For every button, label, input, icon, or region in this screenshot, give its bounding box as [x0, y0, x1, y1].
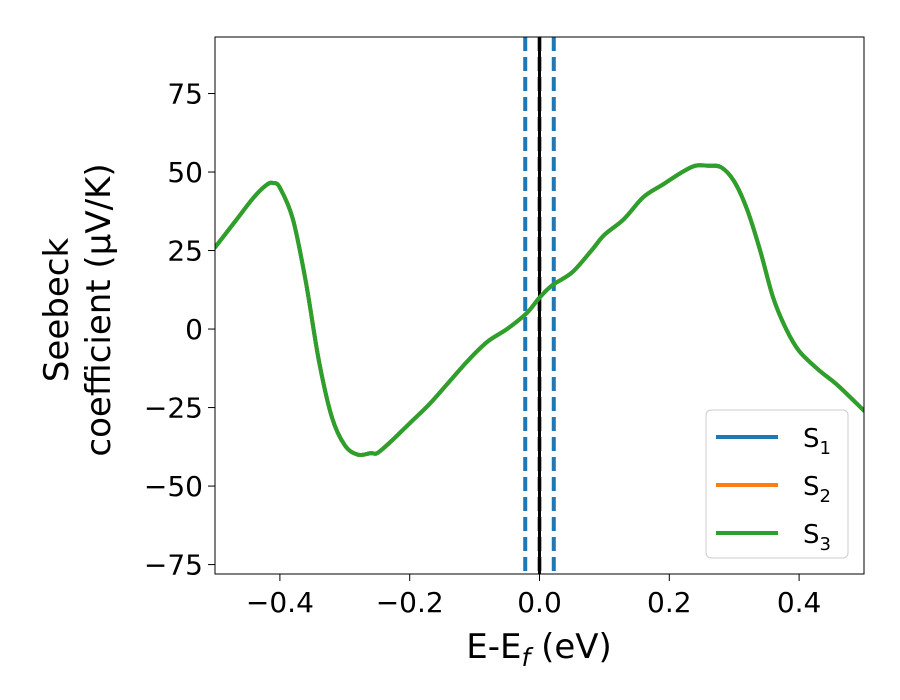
y-tick-label: 0	[185, 313, 203, 346]
y-tick-label: −25	[144, 392, 203, 425]
y-tick-label: −75	[144, 549, 203, 582]
x-axis-ticks: −0.4 −0.2 0.0 0.2 0.4	[246, 574, 821, 619]
x-tick-label: −0.2	[376, 586, 444, 619]
y-axis-ticks: 75 50 25 0 −25 −50 −75	[144, 78, 215, 582]
legend-label-s1: S1	[803, 424, 831, 459]
x-tick-label: 0.2	[647, 586, 692, 619]
series-lines	[215, 163, 864, 458]
y-tick-label: 50	[167, 156, 203, 189]
x-tick-label: −0.4	[246, 586, 314, 619]
x-axis-label: E-Ef (eV)	[466, 627, 612, 672]
y-tick-label: 75	[167, 78, 203, 111]
plot-content	[215, 37, 864, 574]
y-tick-label: −50	[144, 470, 203, 503]
y-axis-label: Seebeck coefficient (μV/K)	[37, 163, 119, 456]
x-tick-label: 0.4	[777, 586, 822, 619]
y-tick-label: 25	[167, 235, 203, 268]
series-line-s3	[215, 163, 864, 458]
legend-label-s2: S2	[803, 472, 831, 507]
legend: S1 S2 S3	[705, 409, 849, 559]
x-tick-label: 0.0	[517, 586, 562, 619]
vertical-lines	[523, 37, 556, 574]
y-axis-label-line2: coefficient (μV/K)	[79, 163, 119, 456]
y-axis-label-line1: Seebeck	[37, 238, 77, 383]
legend-label-s3: S3	[803, 520, 831, 555]
